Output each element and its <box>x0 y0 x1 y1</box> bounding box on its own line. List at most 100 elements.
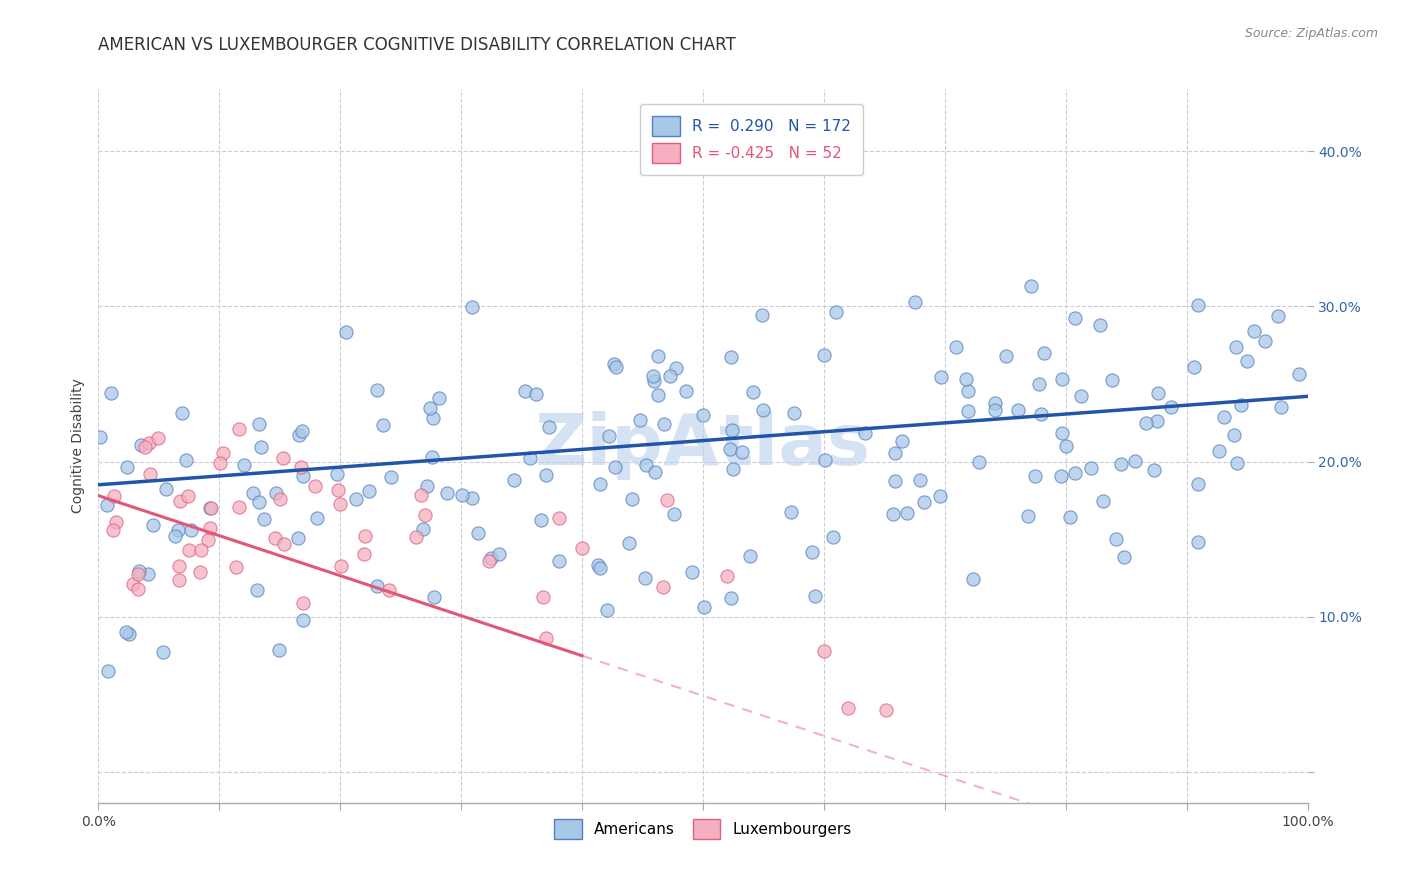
Point <box>304 479 326 493</box>
Text: AMERICAN VS LUXEMBOURGER COGNITIVE DISABILITY CORRELATION CHART: AMERICAN VS LUXEMBOURGER COGNITIVE DISAB… <box>98 36 737 54</box>
Point <box>605 360 627 375</box>
Point <box>127 567 149 582</box>
Point <box>524 387 547 401</box>
Point <box>652 580 675 594</box>
Point <box>801 544 824 558</box>
Point <box>128 564 150 578</box>
Point <box>1080 461 1102 475</box>
Point <box>617 536 640 550</box>
Point <box>681 565 703 579</box>
Point <box>662 507 685 521</box>
Point <box>813 348 835 362</box>
Point <box>1270 400 1292 414</box>
Point <box>169 573 191 587</box>
Point <box>693 600 716 615</box>
Point <box>1109 458 1132 472</box>
Point <box>530 512 553 526</box>
Point <box>1142 463 1164 477</box>
Point <box>420 450 443 464</box>
Point <box>436 485 458 500</box>
Point <box>96 498 118 512</box>
Point <box>353 548 375 562</box>
Point <box>643 375 665 389</box>
Point <box>1267 309 1289 323</box>
Point <box>945 340 967 354</box>
Point <box>1050 425 1073 440</box>
Point <box>1184 360 1206 375</box>
Text: ZipAtlas: ZipAtlas <box>536 411 870 481</box>
Point <box>326 467 349 481</box>
Point <box>1033 346 1056 360</box>
Point <box>305 510 328 524</box>
Point <box>1064 311 1087 326</box>
Point <box>461 491 484 505</box>
Point <box>548 554 571 568</box>
Point <box>718 442 741 456</box>
Point <box>536 467 558 482</box>
Point <box>929 370 952 384</box>
Point <box>138 467 160 481</box>
Point <box>104 515 127 529</box>
Point <box>287 532 309 546</box>
Point <box>738 549 761 563</box>
Point <box>1147 385 1170 400</box>
Point <box>174 452 197 467</box>
Point <box>571 541 593 556</box>
Point <box>589 561 612 575</box>
Point <box>200 500 222 515</box>
Point <box>167 558 190 573</box>
Point <box>1123 454 1146 468</box>
Point <box>115 625 138 640</box>
Point <box>782 406 804 420</box>
Point <box>461 300 484 314</box>
Point <box>101 524 124 538</box>
Point <box>957 384 980 399</box>
Point <box>467 525 489 540</box>
Point <box>165 529 187 543</box>
Point <box>197 533 219 547</box>
Point <box>134 440 156 454</box>
Point <box>246 582 269 597</box>
Point <box>1135 416 1157 430</box>
Point <box>742 385 765 400</box>
Point <box>548 510 571 524</box>
Point <box>837 700 859 714</box>
Point <box>1024 468 1046 483</box>
Point <box>329 497 352 511</box>
Point <box>1105 532 1128 546</box>
Point <box>292 596 315 610</box>
Point <box>1007 402 1029 417</box>
Point <box>377 582 399 597</box>
Point <box>152 645 174 659</box>
Point <box>1059 509 1081 524</box>
Point <box>169 494 191 508</box>
Point <box>537 419 560 434</box>
Point <box>720 591 742 605</box>
Point <box>180 523 202 537</box>
Point <box>478 554 501 568</box>
Point <box>97 664 120 678</box>
Point <box>665 360 688 375</box>
Point <box>172 406 194 420</box>
Point <box>263 531 285 545</box>
Point <box>502 473 524 487</box>
Point <box>1254 334 1277 348</box>
Point <box>354 529 377 543</box>
Point <box>131 437 153 451</box>
Point <box>366 579 388 593</box>
Point <box>1243 324 1265 338</box>
Point <box>247 495 270 509</box>
Point <box>983 396 1005 410</box>
Point <box>692 408 714 422</box>
Point <box>957 404 980 418</box>
Point <box>823 530 845 544</box>
Point <box>122 576 145 591</box>
Point <box>903 295 925 310</box>
Point <box>752 403 775 417</box>
Point <box>912 495 935 509</box>
Point <box>779 505 801 519</box>
Point <box>1146 414 1168 428</box>
Point <box>1088 318 1111 332</box>
Point <box>929 489 952 503</box>
Point <box>1031 407 1053 421</box>
